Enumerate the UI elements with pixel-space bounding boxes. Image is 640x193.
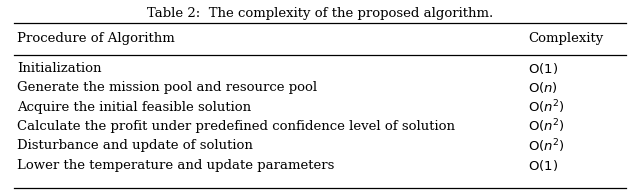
Text: Calculate the profit under predefined confidence level of solution: Calculate the profit under predefined co…	[17, 120, 455, 133]
Text: Initialization: Initialization	[17, 62, 102, 75]
Text: Procedure of Algorithm: Procedure of Algorithm	[17, 32, 175, 45]
Text: $\mathrm{O}(n^2)$: $\mathrm{O}(n^2)$	[528, 137, 565, 155]
Text: $\mathrm{O}(n^2)$: $\mathrm{O}(n^2)$	[528, 118, 565, 135]
Text: Lower the temperature and update parameters: Lower the temperature and update paramet…	[17, 158, 335, 172]
Text: Table 2:  The complexity of the proposed algorithm.: Table 2: The complexity of the proposed …	[147, 7, 493, 20]
Text: $\mathrm{O}(1)$: $\mathrm{O}(1)$	[528, 61, 558, 76]
Text: Complexity: Complexity	[528, 32, 604, 45]
Text: Generate the mission pool and resource pool: Generate the mission pool and resource p…	[17, 81, 317, 94]
Text: Disturbance and update of solution: Disturbance and update of solution	[17, 139, 253, 152]
Text: Acquire the initial feasible solution: Acquire the initial feasible solution	[17, 101, 252, 114]
Text: $\mathrm{O}(1)$: $\mathrm{O}(1)$	[528, 157, 558, 173]
Text: $\mathrm{O}(n)$: $\mathrm{O}(n)$	[528, 80, 558, 95]
Text: $\mathrm{O}(n^2)$: $\mathrm{O}(n^2)$	[528, 98, 565, 116]
